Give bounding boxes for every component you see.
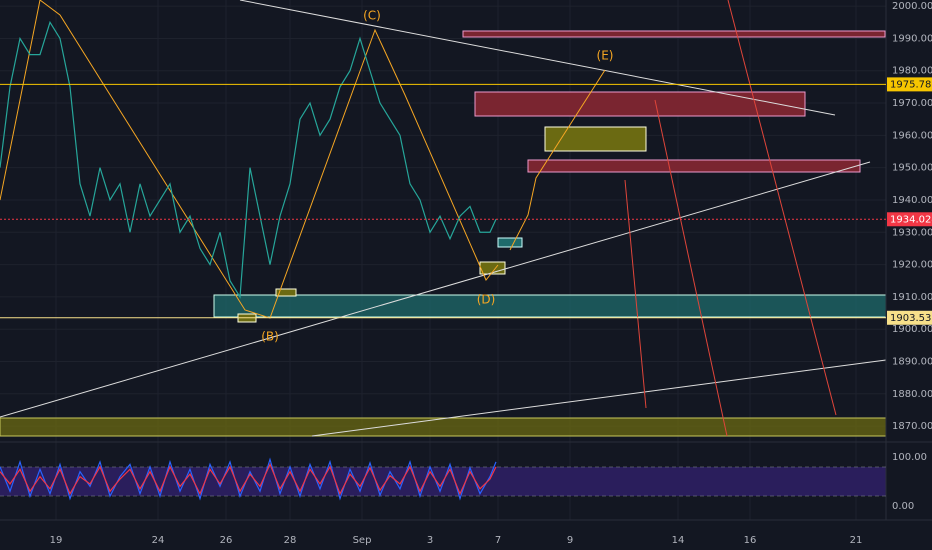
series-line bbox=[0, 20, 497, 299]
y-tick-label: 1920.000 bbox=[892, 260, 932, 271]
zone bbox=[544, 126, 647, 152]
x-tick-label: 26 bbox=[220, 535, 233, 546]
x-tick-label: 28 bbox=[284, 535, 297, 546]
x-tick-label: 24 bbox=[152, 535, 165, 546]
y-tick-label: 100.00 bbox=[892, 452, 927, 463]
wave-label: (C) bbox=[363, 9, 381, 23]
y-tick-label: 1970.000 bbox=[892, 98, 932, 109]
x-tick-label: 19 bbox=[50, 535, 63, 546]
wave-label: (D) bbox=[477, 293, 496, 307]
price-label: 1903.533 bbox=[890, 313, 932, 324]
trend-line bbox=[311, 359, 887, 437]
series-line bbox=[0, 457, 497, 501]
x-tick-label: 3 bbox=[427, 535, 433, 546]
zone bbox=[462, 30, 886, 38]
arrow bbox=[624, 179, 647, 409]
y-tick-label: 1870.000 bbox=[892, 421, 932, 432]
wave-label: (E) bbox=[597, 49, 614, 63]
arrow bbox=[654, 99, 728, 437]
price-label: 1934.024 bbox=[890, 214, 932, 225]
box bbox=[497, 237, 523, 248]
x-tick-label: Sep bbox=[353, 535, 372, 546]
y-tick-label: 1940.000 bbox=[892, 195, 932, 206]
trend-line bbox=[0, 161, 871, 418]
y-tick-label: 1910.000 bbox=[892, 292, 932, 303]
y-tick-label: 1950.000 bbox=[892, 163, 932, 174]
x-tick-label: 7 bbox=[495, 535, 501, 546]
zone bbox=[527, 159, 861, 173]
y-tick-label: 1890.000 bbox=[892, 356, 932, 367]
y-tick-label: 1930.000 bbox=[892, 227, 932, 238]
price-label-bg bbox=[887, 212, 932, 227]
series-line bbox=[0, 462, 497, 496]
box bbox=[275, 288, 297, 297]
x-tick-label: 16 bbox=[744, 535, 757, 546]
y-tick-label: 1880.000 bbox=[892, 389, 932, 400]
price-label: 1975.781 bbox=[890, 79, 932, 90]
price-label-bg bbox=[887, 310, 932, 325]
zone bbox=[213, 294, 887, 318]
y-tick-label: 1960.000 bbox=[892, 130, 932, 141]
trend-line bbox=[239, 0, 836, 116]
x-tick-label: 9 bbox=[567, 535, 573, 546]
y-tick-label: 2000.000 bbox=[892, 1, 932, 12]
zone bbox=[0, 417, 887, 437]
wave-line bbox=[509, 69, 606, 251]
y-tick-label: 1900.000 bbox=[892, 324, 932, 335]
y-tick-label: 1990.000 bbox=[892, 33, 932, 44]
y-tick-label: 1980.000 bbox=[892, 66, 932, 77]
x-tick-label: 14 bbox=[672, 535, 685, 546]
zone bbox=[474, 91, 806, 117]
x-tick-label: 21 bbox=[850, 535, 863, 546]
price-label-bg bbox=[887, 77, 932, 92]
wave-label: (B) bbox=[261, 330, 279, 344]
y-tick-label: 0.00 bbox=[892, 501, 914, 512]
arrow bbox=[727, 0, 837, 416]
